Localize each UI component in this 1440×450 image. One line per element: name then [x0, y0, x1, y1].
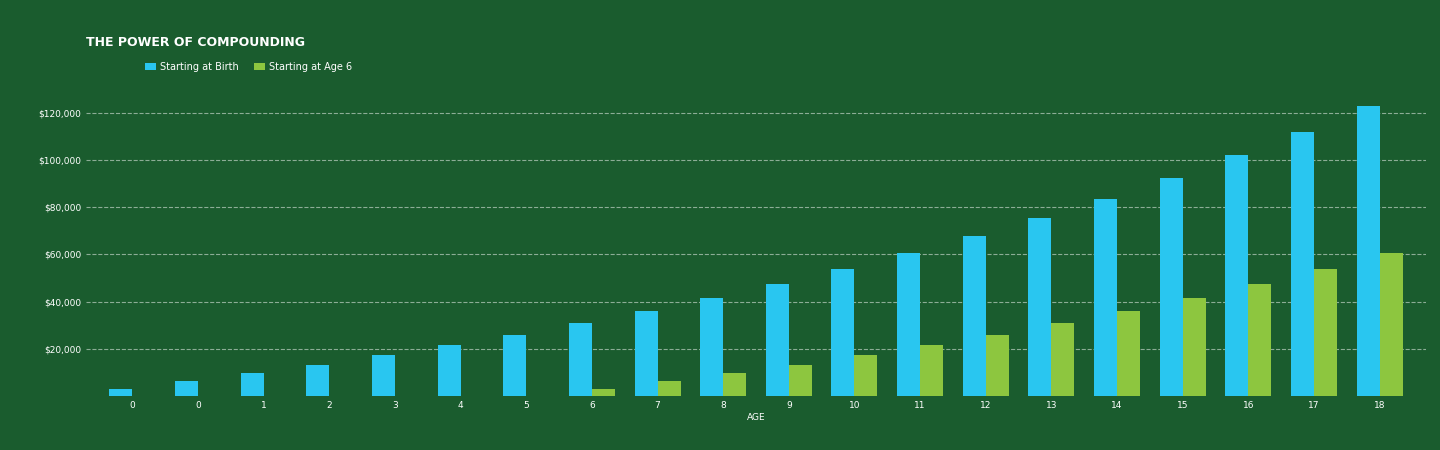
Bar [307, 364, 330, 396]
Bar [372, 356, 395, 396]
Bar [176, 381, 197, 396]
Bar [789, 364, 812, 396]
Bar [897, 253, 920, 396]
Bar [503, 335, 526, 396]
X-axis label: AGE: AGE [747, 413, 765, 422]
Bar [569, 324, 592, 396]
Bar [1159, 178, 1182, 396]
Bar [1182, 298, 1205, 396]
Bar [831, 270, 854, 396]
Bar [1380, 253, 1403, 396]
Bar [592, 389, 615, 396]
Bar [920, 346, 943, 396]
Bar [1051, 324, 1074, 396]
Bar [766, 284, 789, 396]
Bar [1028, 218, 1051, 396]
Bar [963, 236, 986, 396]
Bar [723, 373, 746, 396]
Bar [986, 335, 1009, 396]
Bar [109, 389, 132, 396]
Bar [1356, 106, 1380, 396]
Bar [1248, 284, 1272, 396]
Text: THE POWER OF COMPOUNDING: THE POWER OF COMPOUNDING [86, 36, 305, 49]
Bar [854, 356, 877, 396]
Bar [240, 373, 264, 396]
Bar [438, 346, 461, 396]
Bar [1225, 155, 1248, 396]
Legend: Starting at Birth, Starting at Age 6: Starting at Birth, Starting at Age 6 [145, 62, 353, 72]
Bar [1313, 270, 1336, 396]
Bar [700, 298, 723, 396]
Bar [658, 381, 681, 396]
Bar [1117, 311, 1140, 396]
Bar [1094, 198, 1117, 396]
Bar [1292, 131, 1313, 396]
Bar [635, 311, 658, 396]
